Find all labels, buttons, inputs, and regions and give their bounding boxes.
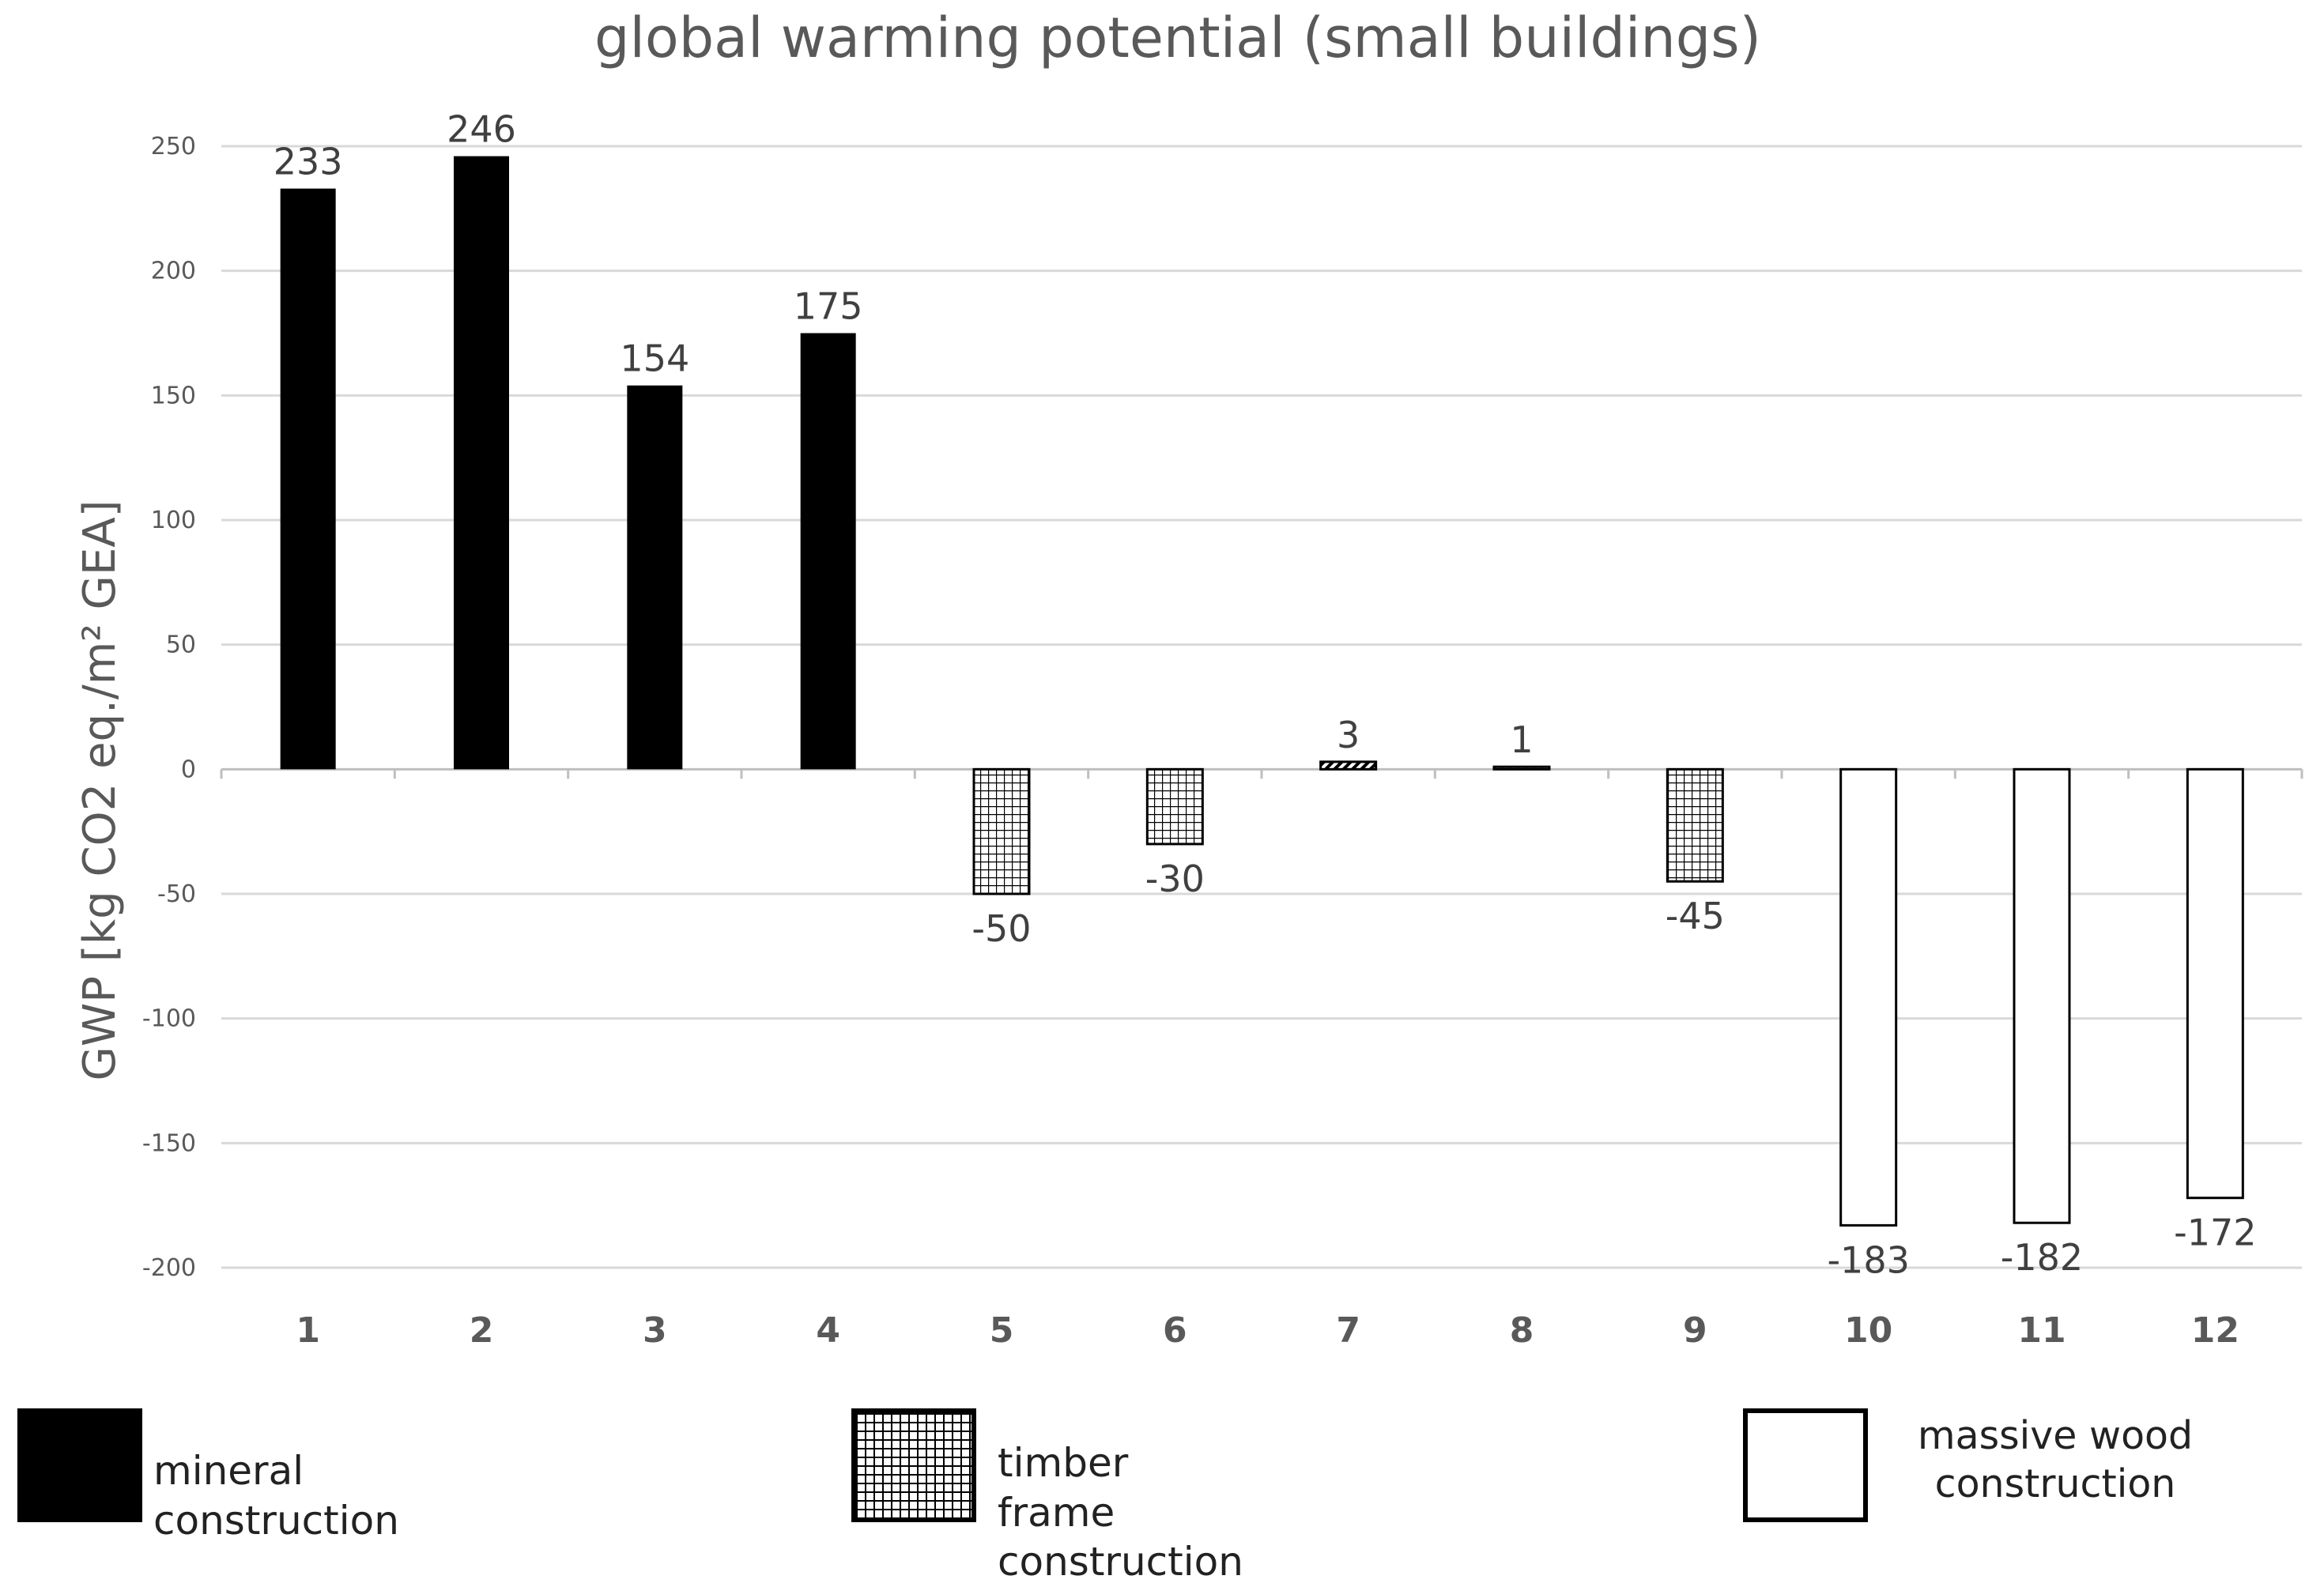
legend-label-massive: massive wood construction — [1917, 1413, 2194, 1507]
bar-7 — [1319, 760, 1378, 771]
data-label-10: -183 — [1827, 1238, 1909, 1281]
legend-swatch-massive — [1743, 1408, 1868, 1522]
y-tick-label: -50 — [157, 880, 196, 908]
data-label-1: 233 — [274, 141, 343, 183]
legend-swatch-mineral — [17, 1408, 142, 1522]
data-label-8: 1 — [1510, 718, 1533, 761]
x-tick-label: 10 — [1844, 1310, 1892, 1351]
bar-3 — [627, 385, 683, 770]
bar-12 — [2186, 767, 2244, 1200]
bar-9 — [1666, 767, 1724, 883]
y-tick-label: 250 — [151, 133, 196, 160]
data-label-7: 3 — [1337, 714, 1360, 756]
data-label-9: -45 — [1666, 895, 1725, 937]
x-tick-label: 12 — [2191, 1310, 2239, 1351]
x-tick-label: 9 — [1683, 1310, 1707, 1351]
y-tick-label: 50 — [166, 631, 196, 659]
x-tick-label: 7 — [1336, 1310, 1360, 1351]
bar-6 — [1145, 767, 1204, 846]
bar-11 — [2013, 767, 2071, 1224]
data-label-4: 175 — [794, 285, 863, 328]
bar-4 — [800, 333, 856, 770]
bar-10 — [1839, 767, 1898, 1227]
y-tick-label: -150 — [142, 1129, 196, 1157]
legend-label-timber: timber frame construction — [998, 1440, 1243, 1585]
bar-2 — [454, 156, 509, 770]
legend-label-mineral: mineral construction — [153, 1448, 399, 1544]
bar-8 — [1492, 765, 1551, 771]
x-tick-label: 11 — [2017, 1310, 2066, 1351]
bar-1 — [280, 188, 336, 770]
y-tick-label: 100 — [151, 507, 196, 534]
x-tick-label: 3 — [643, 1310, 667, 1351]
x-tick-label: 4 — [816, 1310, 840, 1351]
x-tick-label: 5 — [990, 1310, 1014, 1351]
y-tick-label: 200 — [151, 258, 196, 285]
data-label-12: -172 — [2174, 1212, 2256, 1254]
chart-title: global warming potential (small building… — [594, 6, 1761, 70]
x-tick-label: 8 — [1510, 1310, 1534, 1351]
legend-swatch-timber — [851, 1408, 976, 1522]
y-tick-label: 0 — [181, 756, 196, 783]
data-label-2: 246 — [447, 108, 516, 151]
y-axis-label: GWP [kg CO2 eq./m² GEA] — [74, 500, 126, 1081]
y-tick-label: -200 — [142, 1254, 196, 1282]
x-tick-label: 2 — [470, 1310, 494, 1351]
bar-chart: global warming potential (small building… — [74, 6, 2303, 1351]
data-label-11: -182 — [2001, 1236, 2083, 1279]
data-label-6: -30 — [1145, 858, 1205, 900]
x-tick-label: 1 — [296, 1310, 320, 1351]
y-tick-label: 150 — [151, 382, 196, 409]
data-label-3: 154 — [620, 337, 689, 380]
x-tick-label: 6 — [1163, 1310, 1187, 1351]
data-label-5: -50 — [971, 907, 1031, 950]
y-tick-label: -100 — [142, 1005, 196, 1033]
bar-5 — [972, 767, 1031, 895]
